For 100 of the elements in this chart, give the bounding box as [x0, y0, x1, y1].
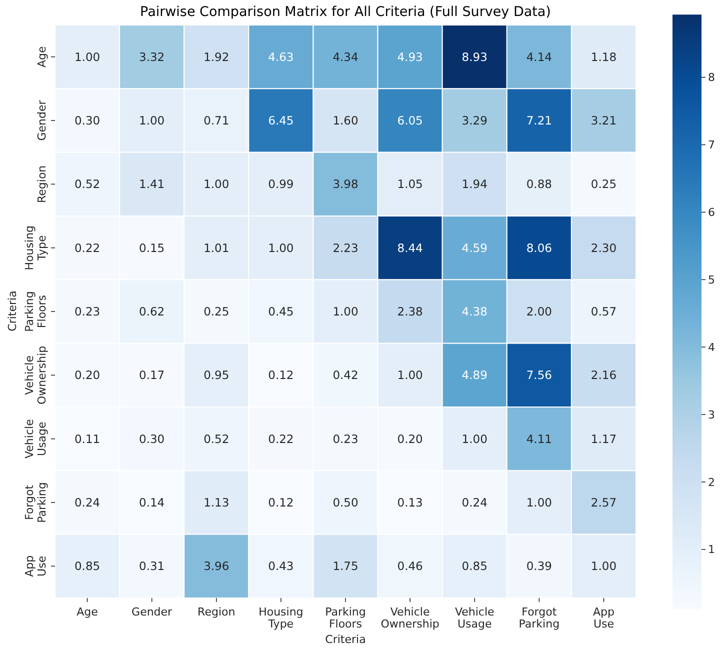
data-label: 0.85	[462, 559, 488, 574]
x-axis-title: Criteria	[325, 632, 366, 646]
data-label: 0.88	[526, 177, 552, 192]
y-axis-title: Criteria	[6, 290, 19, 332]
x-tick-label: Vehicle Usage	[454, 606, 495, 631]
data-label: 6.05	[397, 114, 423, 128]
data-label: 4.89	[462, 368, 488, 382]
data-label: 0.50	[332, 496, 358, 510]
data-label: 0.12	[268, 368, 294, 382]
data-label: 3.21	[590, 114, 617, 128]
data-label: 6.45	[268, 114, 294, 128]
data-label: 2.57	[590, 496, 617, 510]
data-label: 0.25	[590, 177, 617, 192]
data-label: 0.24	[462, 496, 488, 510]
data-label: 4.93	[397, 50, 423, 64]
data-label: 0.62	[139, 304, 165, 319]
data-label: 1.41	[139, 177, 165, 192]
data-label: 1.00	[526, 496, 552, 510]
color-bar-label: 3	[708, 408, 715, 422]
data-label: 0.95	[204, 368, 230, 382]
y-tick-label: Vehicle Ownership	[22, 346, 48, 405]
data-label: 1.00	[139, 114, 165, 128]
x-tick-label: Housing Type	[258, 606, 304, 631]
data-label: 2.23	[332, 240, 358, 255]
data-label: 8.06	[526, 240, 552, 255]
x-tick-label: Age	[76, 606, 98, 619]
data-label: 0.20	[397, 432, 423, 446]
color-bar-label: 5	[708, 273, 715, 286]
x-tick-label: Vehicle Ownership	[380, 606, 440, 631]
data-label: 0.15	[139, 240, 165, 255]
data-label: 1.01	[204, 240, 230, 255]
y-tick-label: Region	[35, 165, 48, 204]
data-label: 1.00	[74, 50, 100, 64]
data-label: 0.42	[332, 368, 358, 382]
data-label: 0.43	[268, 559, 294, 574]
data-label: 0.30	[139, 432, 165, 446]
data-label: 0.22	[268, 432, 294, 446]
data-label: 0.23	[332, 432, 358, 446]
data-label: 1.60	[332, 114, 358, 128]
data-label: 0.13	[397, 496, 423, 510]
y-tick-label: Gender	[35, 100, 48, 141]
data-label: 0.20	[74, 368, 100, 382]
y-tick-label: Housing Type	[22, 225, 48, 270]
data-label: 1.00	[332, 304, 358, 319]
color-bar-label: 8	[708, 71, 715, 84]
data-label: 1.75	[332, 559, 358, 574]
data-label: 8.93	[462, 50, 488, 64]
data-label: 0.22	[74, 240, 100, 255]
data-label: 3.98	[332, 177, 358, 192]
data-label: 0.57	[590, 304, 617, 319]
data-label: 1.00	[462, 432, 488, 446]
data-label: 0.45	[268, 304, 294, 319]
data-label: 1.17	[590, 432, 617, 446]
data-label: 0.24	[74, 496, 100, 510]
chart-title: Pairwise Comparison Matrix for All Criteria (Full Survey Data)	[140, 4, 551, 20]
data-label: 0.30	[74, 114, 100, 128]
data-label: 2.30	[590, 240, 617, 255]
data-label: 0.23	[74, 304, 100, 319]
data-label: 1.00	[397, 368, 423, 382]
data-label: 1.92	[204, 50, 230, 64]
data-label: 3.96	[204, 559, 230, 574]
data-label: 1.00	[204, 177, 230, 192]
data-label: 4.63	[268, 50, 294, 64]
data-label: 0.39	[526, 559, 552, 574]
data-label: 4.34	[332, 50, 358, 64]
data-label: 1.05	[397, 177, 423, 192]
data-label: 8.44	[397, 240, 423, 255]
data-label: 4.59	[462, 240, 488, 255]
x-tick-label: Region	[198, 606, 236, 619]
data-label: 0.52	[74, 177, 100, 192]
data-label: 3.32	[139, 50, 165, 64]
data-label: 7.56	[526, 368, 552, 382]
data-label: 0.14	[139, 496, 165, 510]
color-bar-label: 1	[708, 543, 715, 556]
data-label: 1.00	[268, 240, 294, 255]
data-label: 0.17	[139, 368, 165, 382]
x-tick-label: App Use	[592, 606, 614, 631]
color-bar-label: 2	[708, 476, 715, 489]
data-label: 3.29	[462, 114, 488, 128]
data-label: 4.38	[462, 304, 488, 319]
color-bar-label: 7	[708, 138, 715, 152]
data-label: 1.13	[204, 496, 230, 510]
x-tick-label: Parking Floors	[325, 606, 366, 631]
data-label: 4.14	[526, 50, 552, 64]
y-tick-label: App Use	[22, 555, 48, 577]
x-tick-label: Forgot Parking	[518, 606, 560, 631]
data-label: 0.99	[268, 177, 294, 192]
data-label: 1.18	[590, 50, 617, 64]
data-label: 0.85	[74, 559, 100, 574]
data-label: 2.16	[590, 368, 617, 382]
data-label: 0.12	[268, 496, 294, 510]
data-label: 0.71	[204, 114, 230, 128]
data-label: 2.00	[526, 304, 552, 319]
data-label: 7.21	[526, 114, 552, 128]
y-tick-label: Forgot Parking	[22, 482, 48, 523]
data-label: 0.31	[139, 559, 165, 574]
x-tick-label: Gender	[132, 606, 173, 619]
y-tick-label: Parking Floors	[22, 291, 48, 332]
data-label: 0.25	[204, 304, 230, 319]
color-bar-label: 4	[708, 340, 715, 354]
